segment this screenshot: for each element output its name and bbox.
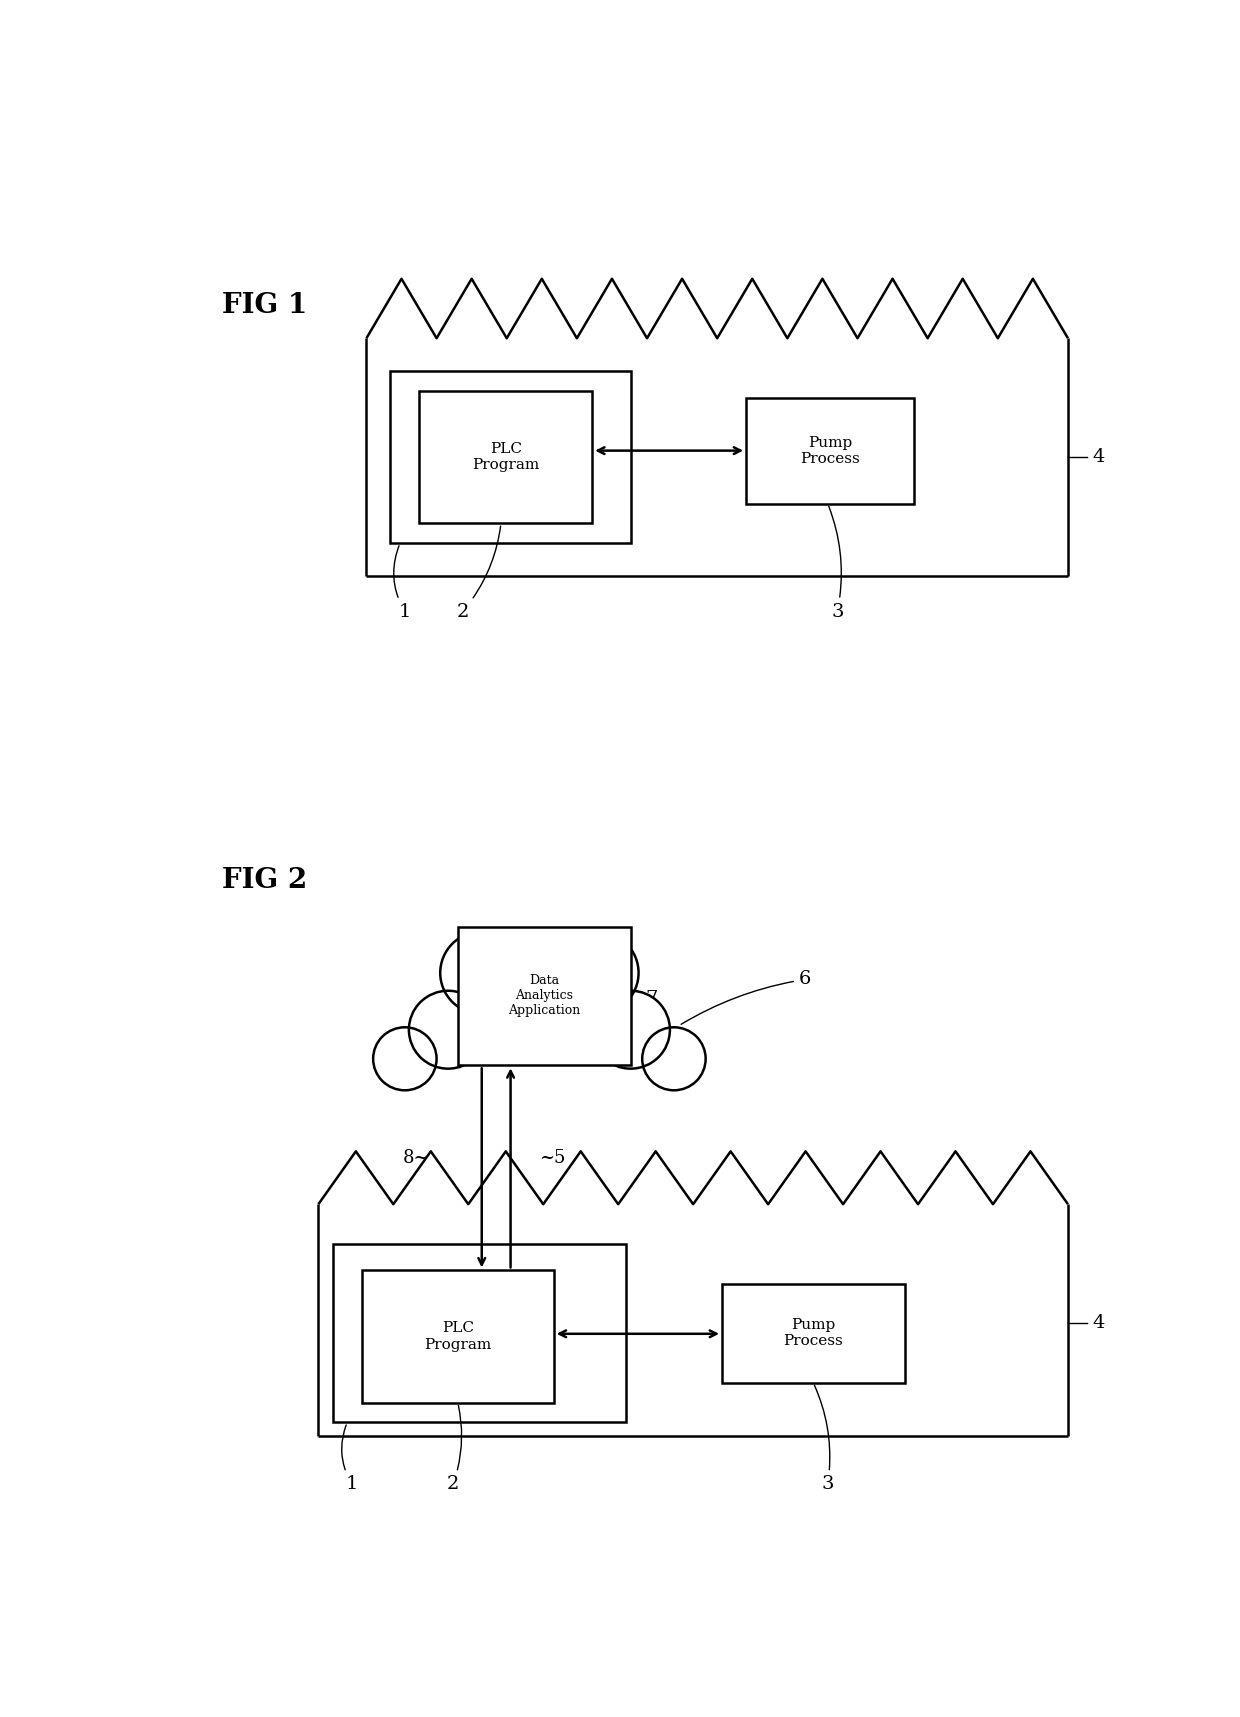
- Text: 6: 6: [681, 970, 811, 1025]
- Text: 2: 2: [456, 525, 501, 620]
- Text: 1: 1: [342, 1425, 358, 1494]
- Bar: [458, 927, 631, 1065]
- Text: PLC
Program: PLC Program: [472, 443, 539, 472]
- Text: Data
Analytics
Application: Data Analytics Application: [508, 975, 580, 1018]
- Text: PLC
Program: PLC Program: [424, 1322, 491, 1351]
- Ellipse shape: [591, 991, 670, 1068]
- Ellipse shape: [409, 991, 487, 1068]
- Bar: [746, 398, 914, 503]
- Bar: [722, 1284, 905, 1382]
- Text: FIG 1: FIG 1: [222, 292, 308, 319]
- Text: FIG 2: FIG 2: [222, 867, 308, 895]
- Ellipse shape: [556, 932, 639, 1015]
- Ellipse shape: [642, 1027, 706, 1090]
- Text: ~5: ~5: [539, 1149, 565, 1168]
- Ellipse shape: [440, 932, 523, 1015]
- Text: Pump
Process: Pump Process: [800, 436, 861, 465]
- Bar: [362, 1271, 554, 1403]
- Ellipse shape: [373, 1027, 436, 1090]
- Text: 3: 3: [828, 507, 843, 620]
- Text: 8~: 8~: [403, 1149, 429, 1168]
- Text: 7: 7: [634, 991, 657, 1008]
- Bar: [419, 391, 593, 524]
- Text: 4: 4: [1092, 448, 1105, 467]
- Text: Pump
Process: Pump Process: [784, 1319, 843, 1348]
- Ellipse shape: [482, 936, 598, 1051]
- Text: 3: 3: [815, 1386, 835, 1494]
- Bar: [391, 371, 631, 543]
- Text: 4: 4: [1092, 1314, 1105, 1332]
- Text: 1: 1: [394, 546, 410, 620]
- Bar: [332, 1243, 626, 1422]
- Text: 2: 2: [446, 1405, 461, 1494]
